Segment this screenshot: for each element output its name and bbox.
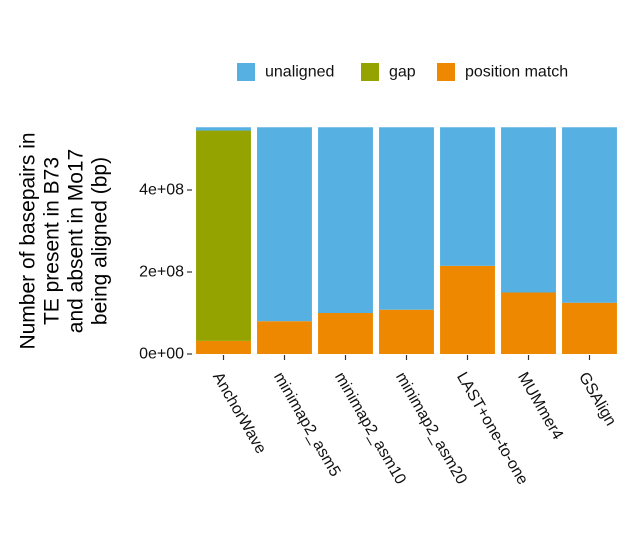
bar-unaligned-anchorwave: [196, 127, 251, 131]
y-tick-label: 0e+00: [139, 346, 184, 363]
legend-swatch-unaligned: [237, 63, 255, 81]
legend: unaligned gap position match: [237, 63, 568, 81]
bar-unaligned-gsalign: [562, 127, 617, 303]
bar-unaligned-mummer4: [501, 127, 556, 293]
legend-label: gap: [389, 64, 416, 81]
x-tick-label: MUMmer4: [514, 370, 566, 443]
bar-position-match-last-one-to-one: [440, 265, 495, 354]
bar-unaligned-minimap2-asm10: [318, 127, 373, 314]
bar-gap-anchorwave: [196, 130, 251, 341]
x-tick-label: GSAlign: [575, 370, 619, 429]
y-axis: 0e+00 2e+08 4e+08: [139, 182, 192, 363]
x-axis: AnchorWave minimap2_asm5minimap2_asm10min…: [209, 355, 619, 488]
bar-position-match-mummer4: [501, 292, 556, 354]
x-tick-label: AnchorWave: [209, 370, 269, 457]
bar-position-match-minimap2-asm5: [257, 321, 312, 354]
bar-unaligned-last-one-to-one: [440, 127, 495, 266]
y-axis-label-line: Number of basepairs in: [17, 132, 40, 349]
legend-label: position match: [465, 64, 568, 81]
bar-unaligned-minimap2-asm5: [257, 127, 312, 322]
y-tick-label: 2e+08: [139, 264, 184, 281]
y-axis-label: Number of basepairs in TE present in B73 a…: [17, 132, 112, 349]
legend-swatch-gap: [361, 63, 379, 81]
legend-swatch-position-match: [437, 63, 455, 81]
legend-label: unaligned: [265, 64, 334, 81]
x-tick-label: minimap2_asm5: [270, 370, 343, 480]
bar-position-match-gsalign: [562, 302, 617, 354]
bar-position-match-anchorwave: [196, 340, 251, 354]
y-axis-label-line: and absent in Mo17: [65, 149, 88, 333]
y-axis-label-line: TE present in B73: [41, 157, 64, 325]
y-axis-label-line: being aligned (bp): [89, 157, 112, 325]
bars: [196, 127, 617, 354]
y-tick-label: 4e+08: [139, 182, 184, 199]
bar-position-match-minimap2-asm10: [318, 313, 373, 354]
bar-unaligned-minimap2-asm20: [379, 127, 434, 310]
bar-position-match-minimap2-asm20: [379, 309, 434, 354]
